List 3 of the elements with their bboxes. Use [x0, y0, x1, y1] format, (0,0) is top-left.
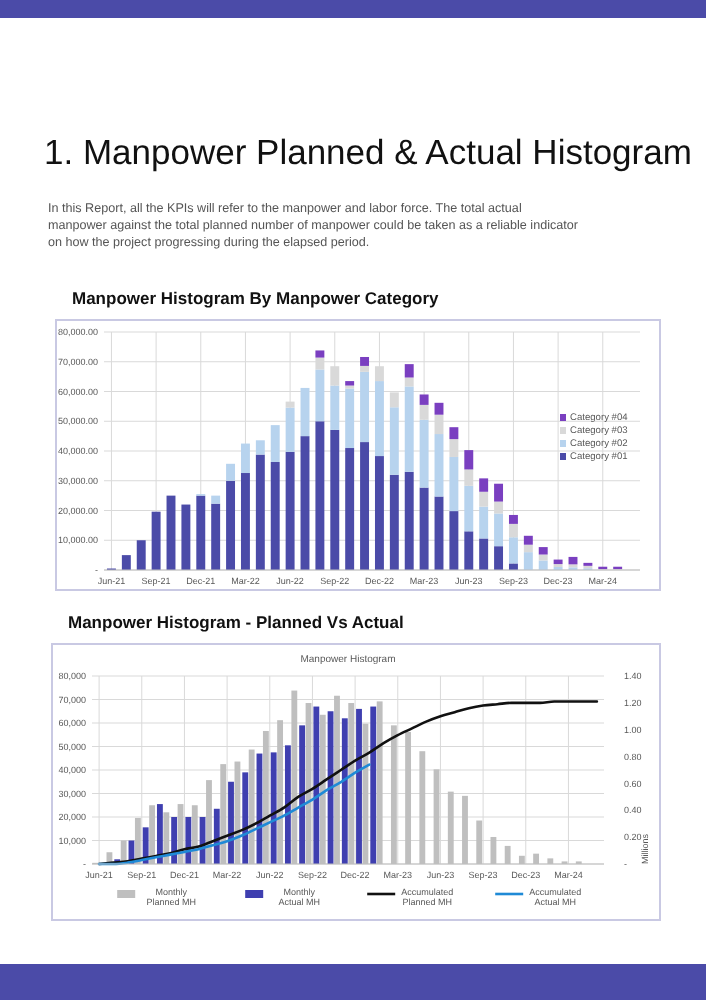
- chart-title: Manpower Histogram - Planned Vs Actual: [68, 612, 404, 632]
- chart-title: Manpower Histogram By Manpower Category: [72, 288, 440, 308]
- text: 1. Manpower Planned & Actual Histogram: [44, 132, 692, 172]
